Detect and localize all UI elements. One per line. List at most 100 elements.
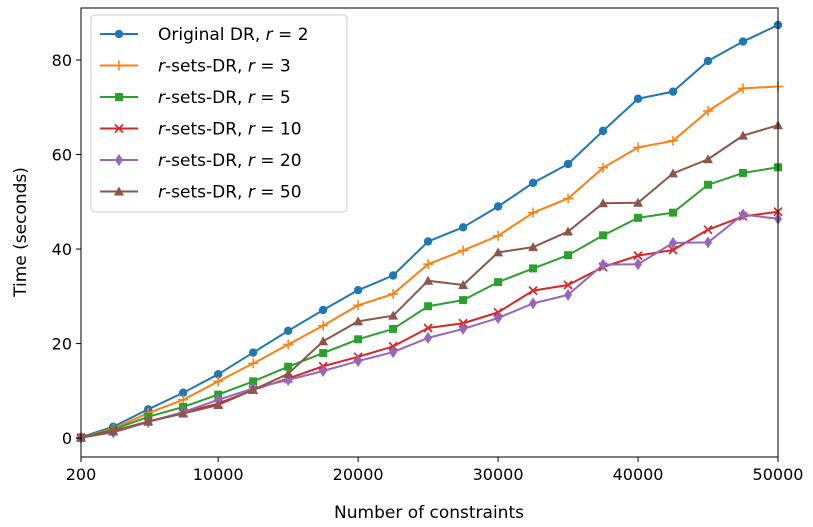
- data-point: [738, 83, 749, 94]
- data-point: [248, 358, 259, 369]
- data-point: [353, 300, 364, 311]
- data-point: [599, 258, 608, 271]
- data-point: [668, 168, 679, 178]
- data-point: [353, 285, 363, 295]
- data-point: [458, 279, 469, 289]
- legend-marker: [114, 186, 124, 196]
- data-point: [668, 135, 679, 146]
- data-point: [528, 242, 539, 252]
- plot-area: [76, 20, 783, 444]
- data-point: [388, 310, 399, 320]
- x-axis: 200 10000 20000 30000 40000 50000: [66, 457, 804, 484]
- data-point: [634, 213, 643, 222]
- x-axis-label: Number of constraints: [334, 503, 524, 523]
- data-point: [493, 202, 503, 211]
- y-axis: 0 20 40 60 80: [52, 51, 81, 448]
- data-point: [668, 245, 678, 255]
- legend-marker: [114, 29, 124, 39]
- data-point: [669, 208, 678, 217]
- data-point: [423, 259, 434, 270]
- legend-item: r-sets-DR, r = 10: [100, 120, 302, 140]
- legend-label: Original DR, r = 2: [158, 25, 309, 45]
- series-5: [76, 120, 783, 442]
- data-point: [108, 426, 119, 436]
- data-point: [633, 142, 644, 153]
- data-point: [459, 296, 468, 305]
- data-point: [318, 305, 328, 315]
- data-point: [598, 126, 608, 136]
- plot-frame: [80, 7, 779, 458]
- data-point: [704, 236, 713, 249]
- legend-item: Original DR, r = 2: [100, 25, 309, 45]
- legend-item: r-sets-DR, r = 3: [100, 57, 291, 77]
- y-tick-label: 60: [52, 146, 72, 165]
- data-point: [494, 278, 503, 287]
- data-point: [493, 230, 504, 241]
- legend-label: r-sets-DR, r = 10: [158, 120, 302, 140]
- data-point: [458, 223, 468, 232]
- legend-label: r-sets-DR, r = 5: [158, 88, 291, 108]
- data-point: [563, 226, 574, 236]
- legend-label: r-sets-DR, r = 3: [158, 57, 291, 77]
- data-point: [214, 393, 223, 406]
- data-point: [494, 312, 503, 325]
- legend-label: r-sets-DR, r = 20: [158, 151, 302, 171]
- data-point: [529, 297, 538, 310]
- x-tick-label: 30000: [473, 465, 524, 484]
- data-point: [423, 275, 434, 285]
- data-point: [389, 324, 398, 333]
- data-point: [564, 288, 573, 301]
- data-point: [353, 316, 364, 326]
- data-point: [634, 258, 643, 271]
- data-point: [423, 237, 433, 246]
- legend-marker: [115, 93, 123, 101]
- legend-item: r-sets-DR, r = 20: [100, 151, 302, 171]
- data-point: [529, 264, 538, 273]
- data-point: [249, 377, 258, 386]
- data-point: [599, 231, 608, 240]
- data-point: [528, 178, 538, 188]
- data-point: [213, 370, 223, 379]
- data-point: [283, 339, 294, 350]
- x-tick-label: 200: [66, 465, 97, 484]
- data-point: [669, 236, 678, 249]
- data-point: [248, 348, 258, 357]
- legend-label: r-sets-DR, r = 50: [158, 183, 302, 203]
- data-point: [703, 225, 713, 235]
- data-point: [283, 326, 293, 336]
- data-point: [528, 207, 539, 218]
- y-tick-label: 20: [52, 335, 72, 354]
- legend-marker: [115, 154, 123, 166]
- data-point: [388, 288, 399, 299]
- data-point: [318, 336, 329, 346]
- x-tick-label: 40000: [613, 465, 664, 484]
- data-point: [738, 37, 748, 46]
- legend-marker: [114, 60, 124, 71]
- data-point: [739, 208, 748, 221]
- data-point: [738, 130, 749, 140]
- data-point: [563, 280, 573, 290]
- data-point: [563, 159, 573, 169]
- data-point: [178, 388, 188, 397]
- data-point: [459, 322, 468, 335]
- x-tick-label: 50000: [753, 465, 804, 484]
- data-point: [424, 302, 433, 311]
- data-point: [213, 376, 224, 387]
- x-tick-label: 20000: [333, 465, 384, 484]
- y-tick-label: 80: [52, 51, 72, 70]
- x-tick-label: 10000: [193, 465, 244, 484]
- data-point: [564, 251, 573, 260]
- data-point: [143, 416, 154, 426]
- data-point: [388, 271, 398, 280]
- data-point: [284, 362, 293, 371]
- data-point: [739, 168, 748, 177]
- data-point: [633, 251, 643, 261]
- data-point: [424, 331, 433, 344]
- data-point: [598, 198, 609, 208]
- data-point: [213, 400, 224, 410]
- legend-item: r-sets-DR, r = 5: [100, 88, 291, 108]
- legend-marker: [114, 123, 124, 134]
- data-point: [458, 245, 469, 256]
- data-point: [354, 355, 363, 368]
